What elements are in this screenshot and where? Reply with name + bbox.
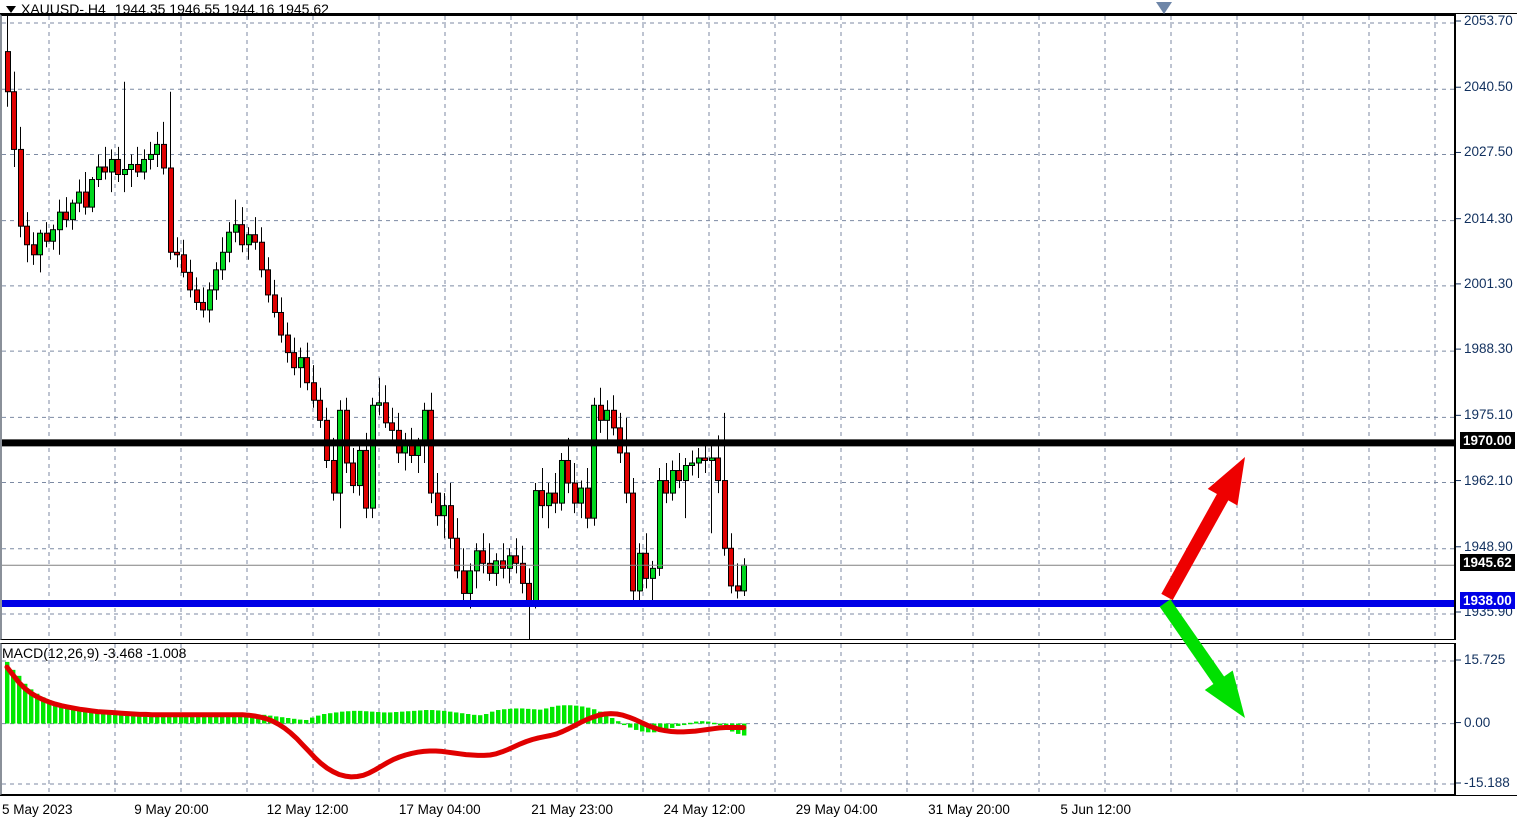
chart-top-strip — [0, 0, 1517, 14]
price-axis-tick: 2001.30 — [1464, 275, 1513, 291]
price-axis-tick: 2053.70 — [1464, 13, 1513, 28]
time-axis-tick: 5 Jun 12:00 — [1060, 802, 1131, 817]
time-axis-tick: 17 May 04:00 — [398, 802, 481, 817]
price-axis-tick: 2040.50 — [1464, 79, 1513, 95]
last-price-tag: 1945.62 — [1460, 554, 1515, 572]
time-axis[interactable]: 5 May 2023 9 May 20:00 12 May 12:00 17 May … — [0, 795, 1517, 825]
symbol-label: XAUUSD-,H4 — [21, 1, 106, 17]
macd-header-label: MACD(12,26,9) -3.468 -1.008 — [2, 645, 187, 661]
triangle-down-icon[interactable] — [6, 5, 16, 13]
price-axis-tick: 1975.10 — [1464, 407, 1513, 423]
time-axis-tick: 31 May 20:00 — [928, 802, 1010, 817]
time-axis-tick: 21 May 23:00 — [531, 802, 613, 817]
macd-indicator-pane[interactable] — [0, 643, 1454, 795]
price-axis-ticks — [1456, 20, 1461, 613]
macd-chart-canvas — [2, 644, 1454, 794]
time-axis-tick: 12 May 12:00 — [266, 802, 349, 817]
price-chart-pane[interactable] — [0, 14, 1454, 640]
macd-axis-ticks — [1456, 659, 1461, 784]
macd-axis-tick: 15.725 — [1464, 652, 1506, 667]
resistance-price-tag: 1970.00 — [1460, 431, 1515, 449]
support-price-tag: 1938.00 — [1460, 592, 1515, 610]
ohlc-values: 1944.35 1946.55 1944.16 1945.62 — [114, 1, 329, 17]
macd-axis-tick: 0.00 — [1464, 714, 1491, 730]
macd-axis[interactable]: 15.725 0.00 -15.188 — [1454, 643, 1517, 795]
price-axis-tick: 1988.30 — [1464, 341, 1513, 357]
time-axis-tick: 5 May 2023 — [2, 802, 73, 817]
price-axis-tick: 2014.30 — [1464, 210, 1513, 226]
price-axis-tick: 2027.50 — [1464, 144, 1513, 160]
price-chart-canvas — [2, 16, 1454, 640]
macd-axis-tick: -15.188 — [1464, 775, 1510, 790]
time-axis-tick: 9 May 20:00 — [134, 802, 209, 817]
bullish-arrow — [1161, 457, 1245, 601]
price-axis-tick: 1948.90 — [1464, 538, 1513, 554]
price-axis[interactable]: 2053.70 2040.50 2027.50 2014.30 2001.30 1988.… — [1454, 13, 1517, 640]
time-axis-tick: 24 May 12:00 — [663, 802, 746, 817]
price-axis-tick: 1962.10 — [1464, 472, 1513, 488]
chart-header: XAUUSD-,H4 1944.35 1946.55 1944.16 1945.… — [6, 1, 329, 17]
time-axis-tick: 29 May 04:00 — [795, 802, 878, 817]
